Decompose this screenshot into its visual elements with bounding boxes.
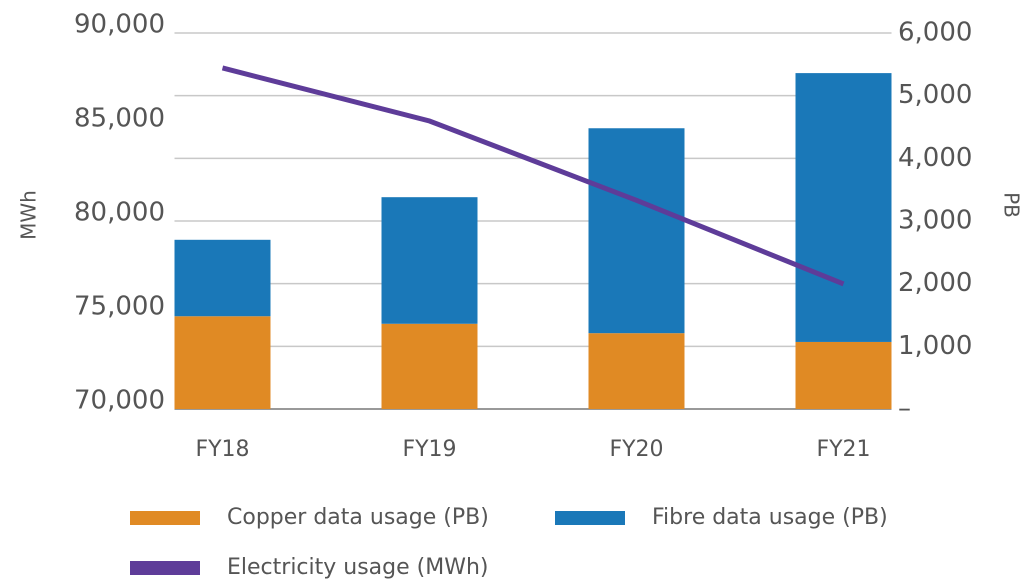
y2-tick-label: 2,000 [898, 268, 972, 298]
bar [381, 197, 478, 324]
bar [174, 316, 271, 409]
legend-swatch [555, 511, 625, 525]
x-tick-label: FY21 [816, 437, 870, 462]
y-tick-label: 90,000 [74, 10, 165, 40]
legend-swatch [130, 561, 200, 575]
x-tick-label: FY19 [402, 437, 456, 462]
bar [381, 323, 478, 409]
y-tick-label: 85,000 [74, 104, 165, 134]
y-axis-label: MWh [17, 190, 41, 240]
legend-label: Electricity usage (MWh) [227, 555, 489, 580]
y2-tick-label: 3,000 [898, 206, 972, 236]
y2-tick-label: – [898, 394, 911, 424]
bar [588, 128, 685, 334]
y2-tick-label: 4,000 [898, 143, 972, 173]
legend-label: Copper data usage (PB) [227, 505, 489, 530]
bar [588, 333, 685, 409]
bar [795, 73, 892, 342]
bar [174, 239, 271, 317]
legend-label: Fibre data usage (PB) [652, 505, 888, 530]
legend-swatch [130, 511, 200, 525]
y2-tick-label: 6,000 [898, 18, 972, 48]
x-tick-label: FY18 [195, 437, 249, 462]
line [221, 65, 845, 287]
x-tick-label: FY20 [609, 437, 663, 462]
y2-tick-label: 5,000 [898, 80, 972, 110]
y-tick-label: 70,000 [74, 386, 165, 416]
y-tick-label: 80,000 [74, 198, 165, 228]
y2-axis-label: PB [1000, 192, 1024, 218]
y2-tick-label: 1,000 [898, 331, 972, 361]
bar [795, 341, 892, 409]
y-tick-label: 75,000 [74, 292, 165, 322]
